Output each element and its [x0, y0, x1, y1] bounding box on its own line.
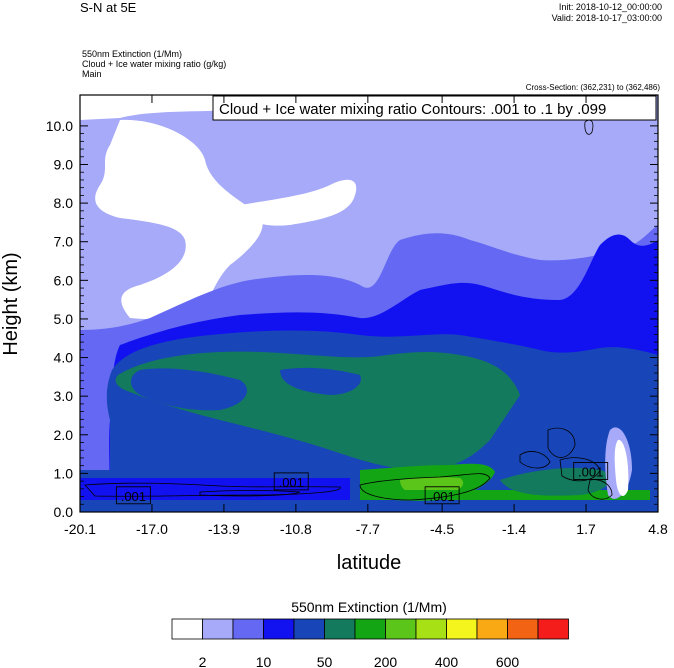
- y-tick-label: 9.0: [54, 157, 74, 173]
- contour-label: .001: [121, 489, 146, 504]
- y-tick-label: 8.0: [54, 195, 74, 211]
- y-axis-ticks: 0.0 1.0 2.0 3.0 4.0 5.0 6.0 7.0 8.0 9.0 10.0: [46, 118, 658, 520]
- extinction-field: [80, 95, 658, 512]
- y-tick-label: 10.0: [46, 118, 73, 134]
- colorbar-swatch: [415, 618, 447, 640]
- valid-time: Valid: 2018-10-17_03:00:00: [551, 13, 662, 23]
- colorbar-label: 50: [317, 654, 333, 668]
- contour-label: .001: [279, 475, 304, 490]
- colorbar-swatch: [293, 618, 325, 640]
- y-tick-label: 4.0: [54, 350, 74, 366]
- colorbar-swatch: [537, 618, 569, 640]
- y-tick-label: 0.0: [54, 504, 74, 520]
- init-time: Init: 2018-10-12_00:00:00: [558, 2, 662, 12]
- contour-label-box: [424, 486, 460, 505]
- x-tick-label: 1.7: [576, 521, 596, 537]
- y-tick-label: 6.0: [54, 272, 74, 288]
- x-axis-ticks: -20.1 -17.0 -13.9 -10.8 -7.7 -4.5 -1.4 1.7 4.8: [64, 95, 668, 537]
- contour-labels: .001 .001 .001 .001: [115, 462, 609, 505]
- colorbar-label: 200: [374, 654, 398, 668]
- colorbar-label: 10: [256, 654, 272, 668]
- contour-label-box: [573, 462, 609, 480]
- y-tick-label: 5.0: [54, 311, 74, 327]
- colorbar-swatch: [324, 618, 356, 640]
- colorbar-swatch: [263, 618, 295, 640]
- y-axis-label: Height (km): [0, 252, 22, 355]
- cross-section-label: Cross-Section: (362,231) to (362,486): [525, 83, 660, 92]
- y-tick-label: 1.0: [54, 465, 74, 481]
- contour-label-box: [273, 472, 309, 491]
- y-tick-label: 7.0: [54, 234, 74, 250]
- colorbar-swatch: [354, 618, 386, 640]
- colorbar-swatch: [232, 618, 264, 640]
- colorbar-swatch: [446, 618, 478, 640]
- colorbar: [171, 618, 569, 640]
- field-label-extinction: 550nm Extinction (1/Mm): [82, 49, 183, 59]
- colorbar-labels: 2 10 50 200 400 600: [199, 654, 520, 668]
- field-label-cloud: Cloud + Ice water mixing ratio (g/kg): [82, 59, 227, 69]
- field-label-main: Main: [82, 69, 102, 79]
- colorbar-swatch: [202, 618, 234, 640]
- colorbar-swatch: [171, 618, 203, 640]
- colorbar-swatch: [507, 618, 539, 640]
- contour-title-box: [212, 95, 657, 121]
- colorbar-swatch: [385, 618, 417, 640]
- colorbar-label: 400: [435, 654, 459, 668]
- contour-title: Cloud + Ice water mixing ratio Contours:…: [219, 101, 606, 118]
- colorbar-label: 2: [199, 654, 207, 668]
- x-tick-label: -13.9: [208, 521, 240, 537]
- colorbar-title: 550nm Extinction (1/Mm): [291, 599, 447, 615]
- x-axis-label: latitude: [337, 552, 402, 574]
- x-tick-label: -4.5: [430, 521, 454, 537]
- y-tick-label: 3.0: [54, 388, 74, 404]
- contour-label: .001: [578, 464, 603, 479]
- x-tick-label: 4.8: [648, 521, 668, 537]
- plot-title: S-N at 5E: [80, 0, 137, 15]
- contour-label-box: [115, 486, 151, 505]
- colorbar-label: 600: [496, 654, 520, 668]
- contour-label: .001: [429, 489, 454, 504]
- x-tick-label: -20.1: [64, 521, 96, 537]
- y-tick-label: 2.0: [54, 427, 74, 443]
- x-tick-label: -7.7: [356, 521, 380, 537]
- colorbar-swatch: [476, 618, 508, 640]
- x-tick-label: -1.4: [502, 521, 526, 537]
- x-tick-label: -10.8: [280, 521, 312, 537]
- x-tick-label: -17.0: [136, 521, 168, 537]
